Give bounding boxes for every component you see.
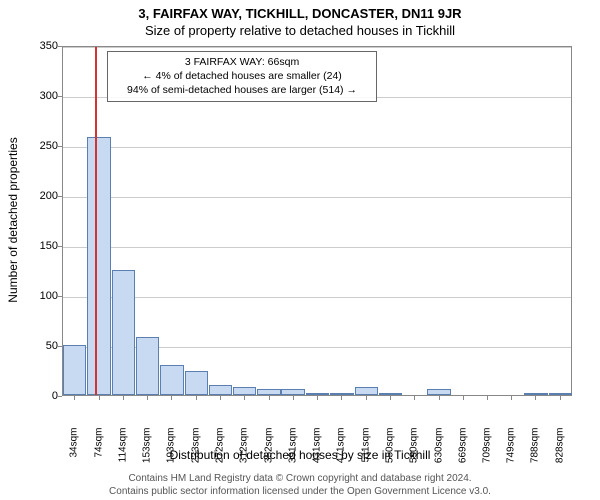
x-tick-mark (74, 396, 75, 400)
x-tick-mark (147, 396, 148, 400)
x-tick-label: 312sqm (239, 428, 250, 478)
x-tick-mark (487, 396, 488, 400)
histogram-bar (185, 371, 208, 395)
histogram-bar (306, 393, 329, 395)
y-tick-label: 100 (22, 290, 58, 302)
gridline (63, 297, 571, 298)
annotation-line-1: 3 FAIRFAX WAY: 66sqm (114, 55, 370, 69)
x-tick-mark (196, 396, 197, 400)
x-tick-label: 431sqm (312, 428, 323, 478)
page-title-1: 3, FAIRFAX WAY, TICKHILL, DONCASTER, DN1… (0, 0, 600, 21)
x-tick-mark (220, 396, 221, 400)
x-tick-mark (366, 396, 367, 400)
page-title-2: Size of property relative to detached ho… (0, 21, 600, 42)
histogram-bar (87, 137, 110, 395)
histogram-bar (524, 393, 547, 395)
gridline (63, 47, 571, 48)
x-tick-label: 550sqm (384, 428, 395, 478)
histogram-bar (160, 365, 183, 395)
x-tick-label: 272sqm (214, 428, 225, 478)
histogram-bar (281, 389, 304, 395)
x-tick-mark (463, 396, 464, 400)
histogram-bar (112, 270, 135, 395)
y-tick-label: 250 (22, 140, 58, 152)
gridline (63, 147, 571, 148)
x-tick-label: 34sqm (69, 428, 80, 478)
y-tick-mark (58, 246, 62, 247)
x-tick-mark (439, 396, 440, 400)
y-tick-label: 0 (22, 390, 58, 402)
x-tick-mark (341, 396, 342, 400)
y-tick-mark (58, 196, 62, 197)
x-tick-mark (269, 396, 270, 400)
y-tick-label: 300 (22, 90, 58, 102)
gridline (63, 247, 571, 248)
x-tick-label: 391sqm (287, 428, 298, 478)
x-tick-label: 590sqm (409, 428, 420, 478)
histogram-bar (233, 387, 256, 395)
x-tick-mark (535, 396, 536, 400)
x-tick-label: 709sqm (482, 428, 493, 478)
x-tick-mark (390, 396, 391, 400)
x-tick-mark (123, 396, 124, 400)
annotation-line-2: ← 4% of detached houses are smaller (24) (114, 69, 370, 83)
y-tick-mark (58, 146, 62, 147)
y-tick-mark (58, 346, 62, 347)
histogram-bar (257, 389, 280, 395)
y-tick-label: 350 (22, 40, 58, 52)
x-tick-mark (317, 396, 318, 400)
annotation-line-3: 94% of semi-detached houses are larger (… (114, 83, 370, 97)
x-tick-label: 630sqm (433, 428, 444, 478)
property-marker-line (95, 47, 97, 395)
x-tick-label: 153sqm (142, 428, 153, 478)
histogram-bar (330, 393, 353, 395)
histogram-bar (549, 393, 572, 395)
y-tick-mark (58, 296, 62, 297)
y-axis-label: Number of detached properties (6, 137, 20, 302)
x-tick-label: 749sqm (506, 428, 517, 478)
x-tick-mark (560, 396, 561, 400)
y-tick-mark (58, 396, 62, 397)
x-tick-label: 511sqm (360, 428, 371, 478)
histogram-bar (355, 387, 378, 395)
x-tick-label: 788sqm (530, 428, 541, 478)
x-tick-label: 669sqm (457, 428, 468, 478)
histogram-bar (427, 389, 450, 395)
x-tick-mark (293, 396, 294, 400)
x-tick-mark (99, 396, 100, 400)
y-tick-label: 150 (22, 240, 58, 252)
x-tick-label: 471sqm (336, 428, 347, 478)
gridline (63, 197, 571, 198)
histogram-bar (379, 393, 402, 395)
annotation-box: 3 FAIRFAX WAY: 66sqm← 4% of detached hou… (107, 51, 377, 102)
x-tick-mark (171, 396, 172, 400)
x-tick-label: 828sqm (554, 428, 565, 478)
y-tick-label: 200 (22, 190, 58, 202)
x-tick-mark (244, 396, 245, 400)
x-tick-mark (511, 396, 512, 400)
x-tick-mark (414, 396, 415, 400)
y-tick-mark (58, 46, 62, 47)
footer-line-2: Contains public sector information licen… (0, 485, 600, 498)
x-tick-label: 74sqm (93, 428, 104, 478)
histogram-chart: 3 FAIRFAX WAY: 66sqm← 4% of detached hou… (62, 46, 572, 396)
histogram-bar (63, 345, 86, 395)
x-tick-label: 114sqm (118, 428, 129, 478)
histogram-bar (209, 385, 232, 395)
y-tick-mark (58, 96, 62, 97)
histogram-bar (136, 337, 159, 395)
x-tick-label: 193sqm (166, 428, 177, 478)
x-tick-label: 352sqm (263, 428, 274, 478)
x-tick-label: 233sqm (190, 428, 201, 478)
y-tick-label: 50 (22, 340, 58, 352)
